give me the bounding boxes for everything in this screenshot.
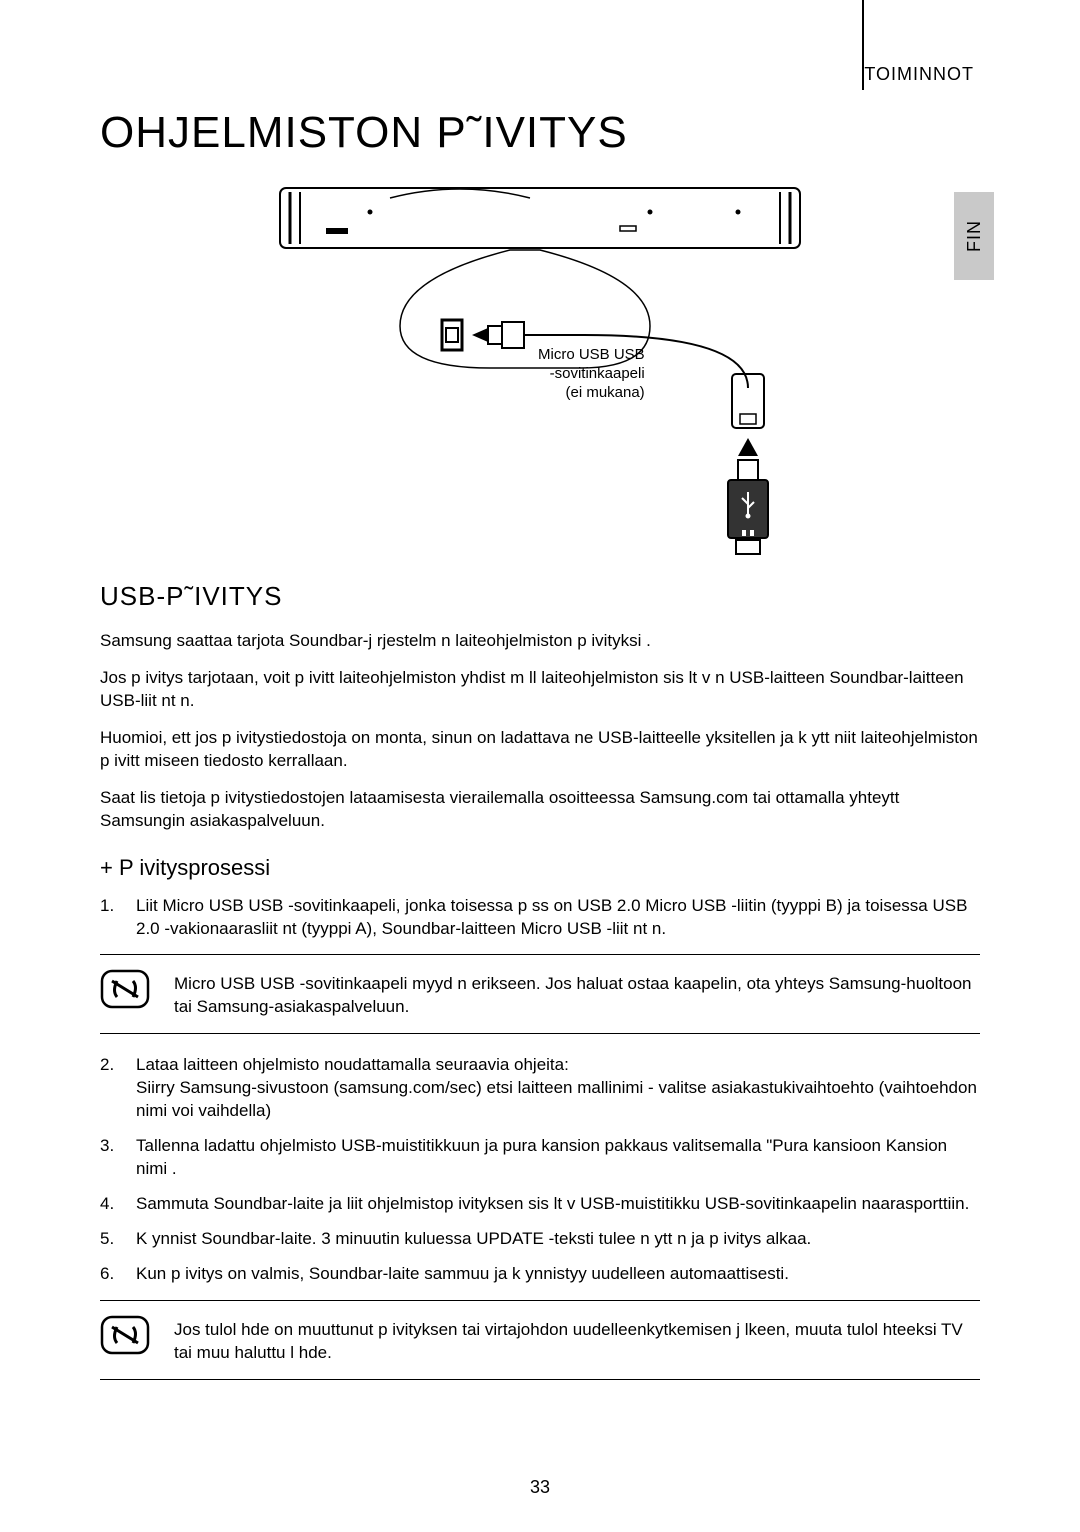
soundbar-diagram: Micro USB USB -sovitinkaapeli (ei mukana… [270, 178, 810, 563]
list-item: K ynnist Soundbar-laite. 3 minuutin kulu… [100, 1228, 980, 1251]
note-icon [100, 969, 150, 1009]
list-item: Tallenna ladattu ohjelmisto USB-muistiti… [100, 1135, 980, 1181]
process-heading: + P ivitysprosessi [100, 855, 980, 881]
section-heading: USB-P˜IVITYS [100, 581, 980, 612]
diagram-label-line2: -sovitinkaapeli [538, 365, 645, 384]
paragraph: Huomioi, ett jos p ivitystiedostoja on m… [100, 727, 980, 773]
list-item: Lataa laitteen ohjelmisto noudattamalla … [100, 1054, 980, 1123]
paragraph: Jos p ivitys tarjotaan, voit p ivitt lai… [100, 667, 980, 713]
note-text: Micro USB USB -sovitinkaapeli myyd n eri… [174, 969, 980, 1019]
note-box: Micro USB USB -sovitinkaapeli myyd n eri… [100, 954, 980, 1034]
list-item: Kun p ivitys on valmis, Soundbar-laite s… [100, 1263, 980, 1286]
diagram-label: Micro USB USB -sovitinkaapeli (ei mukana… [538, 346, 645, 402]
list-item: Liit Micro USB USB -sovitinkaapeli, jonk… [100, 895, 980, 941]
note-icon [100, 1315, 150, 1355]
section-label: TOIMINNOT [864, 64, 974, 85]
note-text: Jos tulol hde on muuttunut p ivityksen t… [174, 1315, 980, 1365]
steps-list-continued: Lataa laitteen ohjelmisto noudattamalla … [100, 1054, 980, 1286]
paragraph: Samsung saattaa tarjota Soundbar-j rjest… [100, 630, 980, 653]
note-box: Jos tulol hde on muuttunut p ivityksen t… [100, 1300, 980, 1380]
page-title: OHJELMISTON P˜IVITYS [100, 108, 980, 158]
diagram-label-line1: Micro USB USB [538, 346, 645, 365]
language-tab: FIN [954, 192, 994, 280]
steps-list: Liit Micro USB USB -sovitinkaapeli, jonk… [100, 895, 980, 941]
paragraph: Saat lis tietoja p ivitystiedostojen lat… [100, 787, 980, 833]
language-tab-text: FIN [964, 220, 985, 252]
page-number: 33 [530, 1477, 550, 1498]
diagram-label-line3: (ei mukana) [538, 384, 645, 403]
list-item: Sammuta Soundbar-laite ja liit ohjelmist… [100, 1193, 980, 1216]
